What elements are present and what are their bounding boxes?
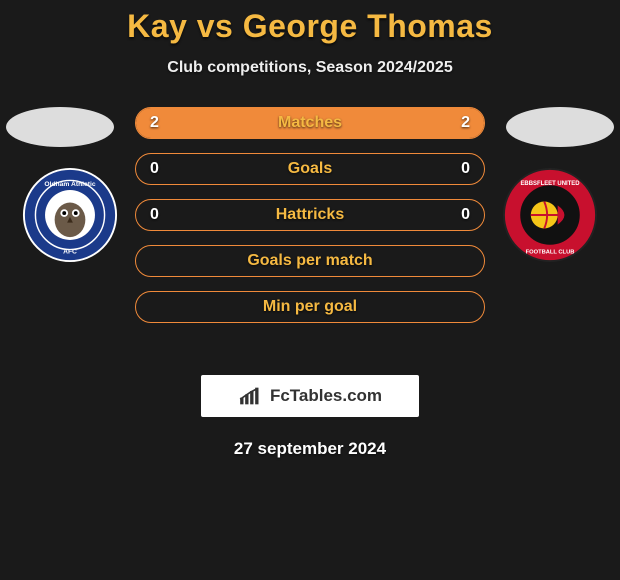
stat-value-left: 0: [150, 160, 159, 178]
stat-bars: 2 Matches 2 0 Goals 0 0 Hattricks 0: [135, 107, 485, 337]
svg-text:AFC: AFC: [63, 248, 77, 255]
stat-value-right: 0: [461, 206, 470, 224]
branding-text: FcTables.com: [270, 386, 382, 406]
team-crest-left: Oldham Athletic AFC: [22, 167, 118, 263]
stat-row-goals-per-match: Goals per match: [135, 245, 485, 277]
main-area: Oldham Athletic AFC EBBSFLEET UNITED FOO…: [0, 107, 620, 367]
player-portrait-right: [506, 107, 614, 147]
team-crest-right: EBBSFLEET UNITED FOOTBALL CLUB: [502, 167, 598, 263]
stat-row-goals: 0 Goals 0: [135, 153, 485, 185]
stat-row-matches: 2 Matches 2: [135, 107, 485, 139]
stat-value-left: 2: [150, 114, 159, 132]
subtitle: Club competitions, Season 2024/2025: [0, 59, 620, 77]
stat-label: Min per goal: [263, 298, 357, 316]
stat-value-right: 0: [461, 160, 470, 178]
stat-value-left: 0: [150, 206, 159, 224]
chart-icon: [238, 386, 264, 406]
svg-text:EBBSFLEET UNITED: EBBSFLEET UNITED: [520, 181, 580, 187]
svg-text:FOOTBALL CLUB: FOOTBALL CLUB: [526, 249, 575, 255]
stat-label: Hattricks: [276, 206, 344, 224]
player-portrait-left: [6, 107, 114, 147]
stat-value-right: 2: [461, 114, 470, 132]
svg-text:Oldham Athletic: Oldham Athletic: [44, 181, 96, 188]
stat-label: Goals per match: [247, 252, 372, 270]
page-title: Kay vs George Thomas: [0, 0, 620, 45]
date-label: 27 september 2024: [0, 439, 620, 459]
stat-label: Goals: [288, 160, 332, 178]
branding-badge[interactable]: FcTables.com: [201, 375, 419, 417]
comparison-card: Kay vs George Thomas Club competitions, …: [0, 0, 620, 580]
stat-label: Matches: [278, 114, 342, 132]
stat-row-hattricks: 0 Hattricks 0: [135, 199, 485, 231]
stat-row-min-per-goal: Min per goal: [135, 291, 485, 323]
